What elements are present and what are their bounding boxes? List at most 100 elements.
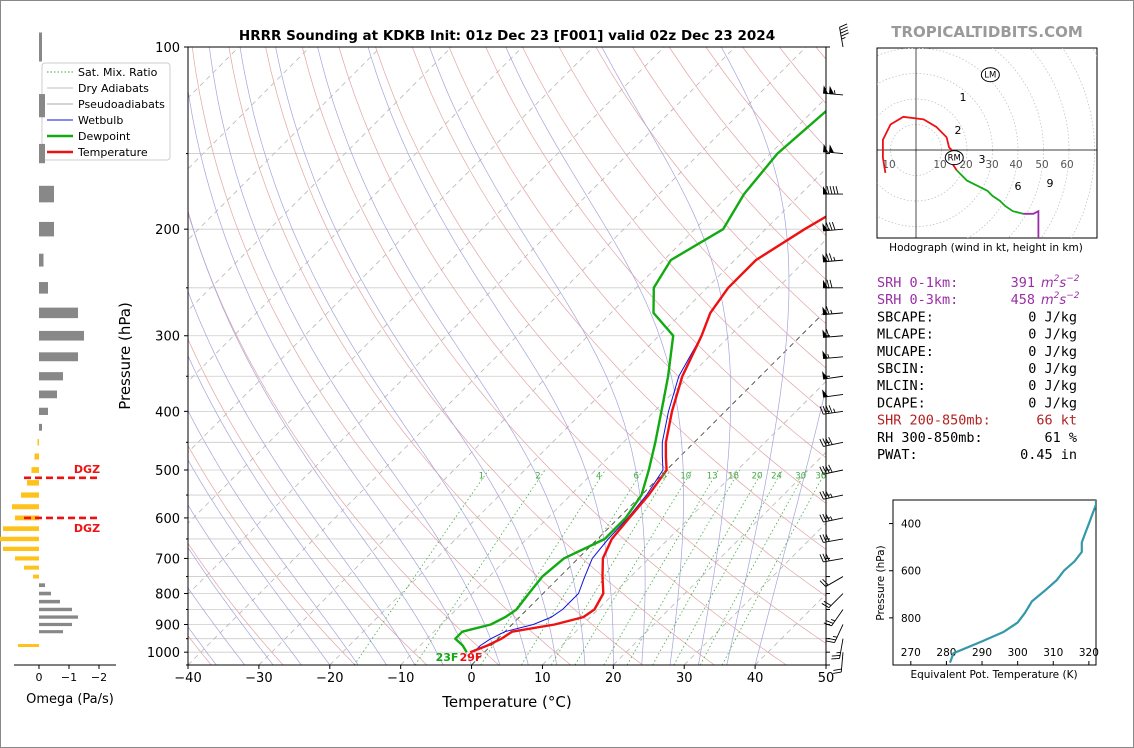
barb-full bbox=[825, 222, 830, 231]
pseudoadiabat bbox=[275, 47, 557, 665]
mix-ratio-label: 36 bbox=[815, 471, 826, 481]
theta-e-ylabel: Pressure (hPa) bbox=[875, 545, 887, 620]
stat-label: PWAT: bbox=[877, 447, 918, 463]
barb-half bbox=[833, 256, 836, 261]
barb-staff bbox=[823, 538, 844, 543]
wind-barb bbox=[823, 279, 843, 289]
mix-ratio-line bbox=[521, 469, 644, 665]
skewt-guide-lines bbox=[188, 47, 826, 665]
barb-full bbox=[825, 620, 834, 624]
barb-half bbox=[830, 493, 833, 498]
stat-value: 0 J/kg bbox=[1028, 395, 1077, 411]
barb-full bbox=[819, 491, 824, 500]
hodograph-marker-rm: RM bbox=[944, 150, 964, 166]
skewt-series bbox=[454, 109, 826, 654]
stat-label: MUCAPE: bbox=[877, 344, 934, 360]
wind-barb bbox=[819, 436, 844, 447]
barb-full bbox=[825, 306, 830, 315]
barb-flag bbox=[822, 350, 829, 359]
theta-e-y-tick-label: 400 bbox=[901, 519, 921, 531]
omega-bar bbox=[39, 253, 44, 267]
stat-label: MLCIN: bbox=[877, 378, 926, 394]
omega-bar bbox=[39, 583, 45, 588]
wind-barb bbox=[822, 253, 844, 263]
barb-staff bbox=[823, 410, 844, 415]
omega-bar bbox=[39, 423, 42, 431]
barb-flag bbox=[822, 371, 829, 380]
hodograph-height-label: 2 bbox=[955, 124, 962, 137]
pseudoadiabat bbox=[188, 290, 416, 665]
barb-full bbox=[822, 405, 827, 414]
isotherm bbox=[188, 47, 736, 595]
mix-ratio-line bbox=[603, 469, 719, 665]
wind-barb bbox=[839, 23, 849, 48]
wind-barb bbox=[822, 350, 844, 359]
barb-full bbox=[831, 221, 836, 231]
legend-entry: Sat. Mix. Ratio bbox=[78, 66, 158, 79]
dry-adiabat bbox=[338, 47, 826, 644]
omega-bar bbox=[21, 492, 39, 498]
barb-flag bbox=[822, 306, 829, 315]
stat-label: MLCAPE: bbox=[877, 327, 934, 343]
theta-e-x-tick-label: 310 bbox=[1043, 647, 1063, 659]
stat-label: DCAPE: bbox=[877, 395, 926, 411]
dewpoint-line bbox=[454, 109, 826, 653]
mix-ratio-line bbox=[721, 470, 826, 665]
mix-ratio-label: 6 bbox=[634, 471, 639, 481]
hodograph-ring-label: 50 bbox=[1035, 159, 1048, 171]
theta-e-x-tick-label: 270 bbox=[901, 647, 921, 659]
omega-bar bbox=[39, 372, 63, 381]
stat-label: SRH 0-1km: bbox=[877, 275, 958, 291]
omega-bar bbox=[39, 630, 63, 634]
x-tick-label: −30 bbox=[245, 671, 272, 686]
barb-full bbox=[825, 437, 830, 446]
wind-barbs bbox=[819, 23, 849, 674]
theta-e-xlabel: Equivalent Pot. Temperature (K) bbox=[910, 669, 1077, 681]
omega-bar bbox=[39, 32, 42, 62]
barb-full bbox=[828, 464, 833, 473]
watermark: TROPICALTIDBITS.COM bbox=[891, 23, 1083, 41]
wind-barb bbox=[823, 85, 844, 96]
skewt-xlabel: Temperature (°C) bbox=[441, 693, 571, 711]
pseudoadiabat bbox=[317, 47, 586, 665]
barb-half bbox=[841, 37, 846, 40]
barb-flag bbox=[823, 279, 828, 288]
barb-full bbox=[840, 29, 849, 34]
isotherm bbox=[188, 47, 523, 383]
barb-half bbox=[833, 90, 836, 95]
wind-barb bbox=[822, 329, 844, 338]
mix-ratio-label: 20 bbox=[752, 471, 763, 481]
legend-entry: Wetbulb bbox=[78, 114, 123, 127]
y-tick-label: 1000 bbox=[147, 646, 180, 661]
mix-ratio-line bbox=[652, 469, 764, 665]
hodograph-ring-label: 60 bbox=[1060, 159, 1073, 171]
legend-entry: Dewpoint bbox=[78, 130, 131, 143]
wind-barb bbox=[819, 464, 844, 475]
theta-e-x-tick-label: 320 bbox=[1079, 647, 1099, 659]
barb-full bbox=[819, 406, 824, 415]
barb-full bbox=[819, 438, 824, 447]
pseudoadiabat bbox=[239, 47, 529, 665]
barb-full bbox=[829, 279, 833, 288]
pseudoadiabat bbox=[367, 47, 614, 665]
barb-half bbox=[833, 408, 836, 413]
marker-label: RM bbox=[948, 154, 961, 164]
y-tick-label: 200 bbox=[155, 223, 180, 238]
stats-panel: SRH 0-1km: 391 m2s−2 SRH 0-3km: 458 m2s−2 SBCA… bbox=[877, 274, 1080, 463]
y-tick-label: 100 bbox=[155, 41, 180, 56]
barb-flag bbox=[829, 144, 835, 153]
pseudoadiabat bbox=[188, 459, 331, 665]
stat-label: SBCIN: bbox=[877, 361, 926, 377]
chart-title: HRRR Sounding at KDKB Init: 01z Dec 23 [… bbox=[239, 28, 775, 44]
barb-full bbox=[835, 185, 839, 195]
omega-bar bbox=[39, 282, 48, 294]
hodograph-ring-label: 10 bbox=[933, 159, 946, 171]
isotherm bbox=[188, 47, 807, 665]
wind-barb bbox=[822, 221, 844, 232]
omega-bar bbox=[37, 439, 39, 446]
pseudoadiabat bbox=[188, 546, 274, 665]
y-tick-label: 900 bbox=[155, 618, 180, 633]
wind-barb bbox=[822, 306, 844, 316]
